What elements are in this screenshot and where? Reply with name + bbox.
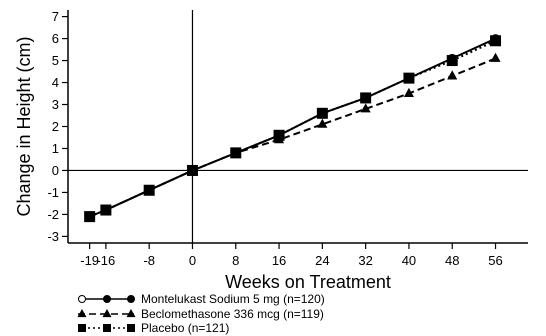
- data-point-triangle: [360, 103, 371, 113]
- x-tick-label: 40: [402, 253, 416, 268]
- y-tick-label: 1: [52, 141, 59, 156]
- data-point-square: [490, 35, 502, 47]
- legend-marker-square: [103, 324, 111, 332]
- y-tick-label: 5: [52, 53, 59, 68]
- legend-label: Beclomethasone 336 mcg (n=119): [141, 307, 324, 321]
- y-tick-label: -2: [47, 207, 59, 222]
- legend-marker-triangle: [77, 308, 87, 318]
- x-tick-label: 32: [358, 253, 372, 268]
- x-tick-label: 0: [189, 253, 196, 268]
- series-layer: [84, 34, 502, 223]
- data-point-square: [273, 129, 285, 141]
- legend-marker-circle: [103, 295, 111, 303]
- legend-marker-triangle: [126, 308, 136, 318]
- data-point-square: [100, 204, 112, 216]
- y-tick-label: 0: [52, 163, 59, 178]
- legend-marker-square: [78, 324, 86, 332]
- data-point-triangle: [447, 70, 458, 80]
- x-tick-label: 24: [315, 253, 329, 268]
- legend-label: Montelukast Sodium 5 mg (n=120): [141, 292, 325, 306]
- data-point-square: [230, 147, 242, 159]
- y-tick-label: 7: [52, 9, 59, 24]
- legend-marker-square: [127, 324, 135, 332]
- data-point-square: [360, 92, 372, 104]
- y-axis-title: Change in Height (cm): [14, 36, 34, 216]
- y-tick-label: -3: [47, 229, 59, 244]
- legend: Montelukast Sodium 5 mg (n=120)Beclometh…: [77, 292, 325, 335]
- data-point-triangle: [403, 87, 414, 98]
- x-tick-label: -16: [96, 253, 115, 268]
- data-point-square: [84, 211, 96, 223]
- legend-marker-triangle: [102, 308, 112, 318]
- x-tick-label: 56: [488, 253, 502, 268]
- x-tick-label: -8: [143, 253, 155, 268]
- x-tick-label: -19: [80, 253, 99, 268]
- x-tick-label: 48: [445, 253, 459, 268]
- data-point-square: [186, 164, 198, 176]
- data-point-triangle: [490, 52, 501, 62]
- y-tick-label: 3: [52, 97, 59, 112]
- y-tick-label: 6: [52, 31, 59, 46]
- legend-label: Placebo (n=121): [141, 321, 229, 335]
- series-square: [84, 35, 502, 223]
- data-point-square: [403, 72, 415, 84]
- data-point-square: [143, 184, 155, 196]
- y-tick-label: 4: [52, 75, 59, 90]
- y-tick-label: -1: [47, 185, 59, 200]
- legend-marker-circle: [127, 295, 135, 303]
- data-point-triangle: [317, 118, 328, 128]
- data-point-square: [446, 55, 458, 67]
- y-tick-label: 2: [52, 119, 59, 134]
- data-point-square: [316, 107, 328, 119]
- x-tick-label: 8: [232, 253, 239, 268]
- x-axis-title: Weeks on Treatment: [225, 272, 391, 292]
- legend-marker-circle: [78, 295, 86, 303]
- x-tick-label: 16: [272, 253, 286, 268]
